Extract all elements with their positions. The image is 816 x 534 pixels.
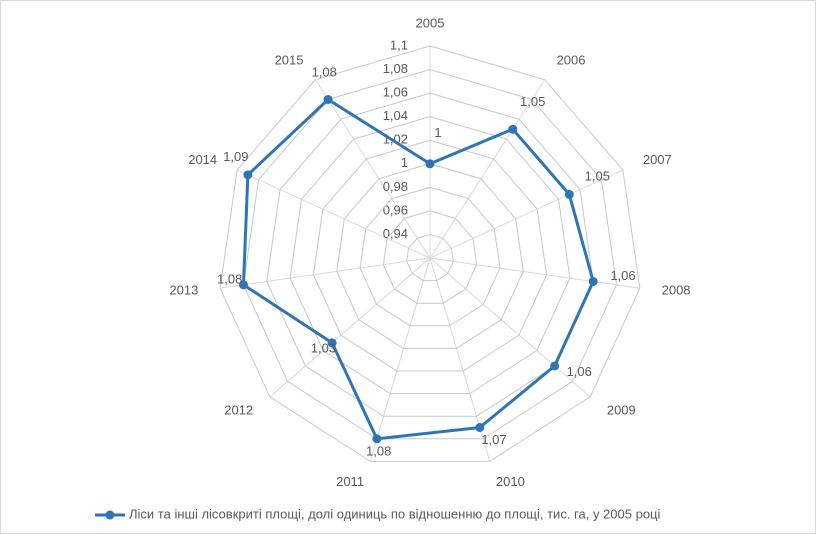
spoke: [429, 79, 546, 259]
grid-ring: [266, 92, 594, 417]
grid-ring: [336, 163, 524, 349]
grid-ring: [406, 233, 454, 282]
category-label: 2009: [607, 403, 636, 418]
data-label: 1,09: [223, 149, 248, 164]
data-label: 1,05: [520, 94, 545, 109]
data-label: 1,07: [481, 432, 506, 447]
data-label: 1,06: [567, 364, 592, 379]
category-label: 2008: [662, 283, 691, 298]
data-point: [238, 280, 248, 290]
data-label: 1: [434, 125, 441, 140]
category-label: 2013: [169, 283, 198, 298]
category-label: 2014: [188, 152, 217, 167]
data-point: [323, 94, 333, 104]
spoke: [314, 79, 431, 259]
data-point: [327, 338, 337, 348]
spoke: [269, 257, 431, 398]
legend-marker: [105, 510, 115, 520]
category-label: 2006: [557, 53, 586, 68]
grid-ring: [382, 210, 478, 304]
grid-ring: [242, 69, 618, 440]
grid-ring: [312, 139, 548, 372]
data-point: [372, 434, 382, 444]
spoke: [429, 257, 640, 289]
radial-tick-label: 1,04: [383, 108, 408, 123]
data-point: [475, 423, 485, 433]
series-line: [241, 97, 595, 441]
category-label: 2015: [275, 53, 304, 68]
data-point: [588, 276, 598, 286]
legend-label: Ліси та інші лісовкриті площі, долі один…: [129, 506, 660, 521]
category-label: 2005: [416, 15, 445, 30]
data-label: 1,06: [610, 268, 635, 283]
category-label: 2010: [496, 474, 525, 489]
data-label: 1,08: [312, 64, 337, 79]
spoke: [369, 257, 431, 462]
radial-tick-label: 1: [401, 155, 408, 170]
data-point: [508, 124, 518, 134]
category-label: 2012: [224, 403, 253, 418]
radial-tick-label: 1,1: [390, 37, 408, 52]
grid-ring: [219, 45, 641, 462]
category-label: 2007: [643, 152, 672, 167]
radial-tick-label: 1,06: [383, 85, 408, 100]
spoke: [236, 169, 431, 259]
data-label: 1,08: [217, 271, 242, 286]
data-point: [243, 170, 253, 180]
grid-ring: [359, 186, 501, 327]
radial-tick-label: 0,98: [383, 179, 408, 194]
spoke: [429, 257, 591, 398]
radial-tick-label: 1,08: [383, 61, 408, 76]
data-label: 1,08: [366, 443, 391, 458]
data-point: [425, 159, 435, 169]
data-point: [564, 189, 574, 199]
spoke: [429, 169, 624, 259]
data-point: [550, 361, 560, 371]
data-label: 1,03: [311, 341, 336, 356]
category-label: 2011: [336, 474, 364, 489]
radial-tick-label: 0,94: [383, 226, 408, 241]
data-label: 1,05: [585, 169, 610, 184]
radial-tick-label: 1,02: [383, 132, 408, 147]
spoke: [220, 257, 431, 289]
radial-tick-label: 0,96: [383, 202, 408, 217]
grid-ring: [289, 116, 571, 395]
